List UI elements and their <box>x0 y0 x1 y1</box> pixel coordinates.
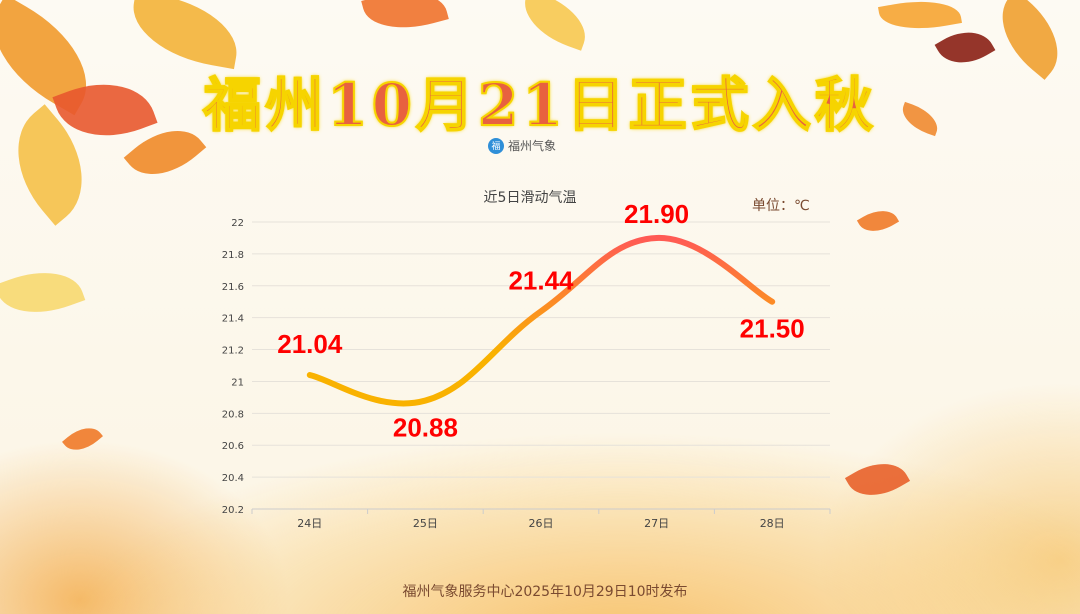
footer-publish-info: 福州气象服务中心2025年10月29日10时发布 <box>402 584 688 600</box>
chart-title: 近5日滑动气温 <box>483 190 577 206</box>
x-tick-label: 24日 <box>297 517 322 530</box>
data-label: 21.44 <box>508 265 574 295</box>
page-title: 福州10月21日正式入秋 <box>202 70 877 140</box>
brand: 福 福州气象 <box>488 137 556 154</box>
y-tick-label: 21.4 <box>222 314 244 325</box>
y-tick-label: 20.8 <box>222 409 244 420</box>
x-tick-label: 28日 <box>760 517 785 530</box>
y-tick-label: 21.8 <box>222 250 244 261</box>
data-label: 20.88 <box>393 413 458 443</box>
y-tick-label: 21 <box>231 377 244 388</box>
brand-name: 福州气象 <box>508 139 557 153</box>
x-tick-label: 27日 <box>644 517 669 530</box>
x-tick-label: 25日 <box>413 517 438 530</box>
fuzhou-weather-logo-icon: 福 <box>488 137 504 154</box>
y-tick-label: 20.6 <box>222 441 244 452</box>
y-tick-label: 22 <box>231 218 244 229</box>
data-label: 21.04 <box>277 329 343 359</box>
y-tick-label: 21.6 <box>222 282 244 293</box>
y-tick-label: 21.2 <box>222 346 244 357</box>
y-tick-label: 20.4 <box>222 473 244 484</box>
data-label: 21.50 <box>740 314 805 344</box>
x-tick-label: 26日 <box>529 517 554 530</box>
y-tick-label: 20.2 <box>222 505 244 516</box>
data-label: 21.90 <box>624 199 689 229</box>
temperature-series-line <box>306 234 776 407</box>
unit-label: 单位：℃ <box>752 198 810 214</box>
